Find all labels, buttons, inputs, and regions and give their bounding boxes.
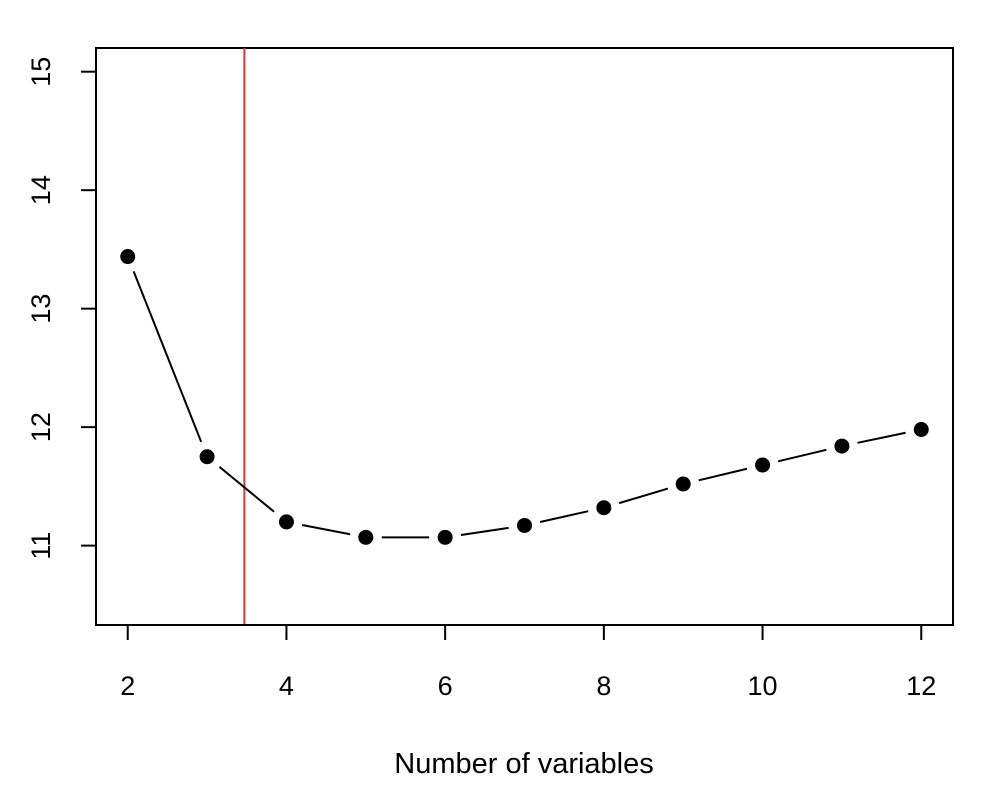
data-points-layer	[120, 249, 929, 545]
y-tick-label: 15	[26, 57, 56, 87]
data-point	[596, 500, 612, 516]
data-point	[675, 476, 691, 492]
y-tick-label: 12	[26, 412, 56, 442]
data-point	[358, 529, 374, 545]
y-tick-label: 14	[26, 175, 56, 205]
x-axis-title: Number of variables	[394, 748, 654, 780]
series-line-segment	[460, 526, 509, 536]
y-tick-label: 11	[26, 532, 56, 560]
series-line-layer	[132, 271, 906, 539]
series-line-segment	[698, 467, 748, 482]
series-line-segment	[777, 448, 827, 463]
data-point	[834, 438, 850, 454]
y-tick-label: 13	[26, 294, 56, 324]
series-line-segment	[132, 271, 203, 443]
series-line-segment	[301, 523, 351, 536]
series-line-segment	[618, 487, 669, 505]
data-point	[913, 422, 929, 438]
x-axis: 2 4 6 8 10 12	[120, 624, 936, 701]
x-tick-label: 6	[438, 671, 453, 701]
x-tick-label: 10	[748, 671, 778, 701]
x-tick-label: 12	[906, 671, 936, 701]
plot-frame	[95, 47, 954, 626]
data-point	[278, 514, 294, 530]
x-tick-label: 4	[279, 671, 294, 701]
series-line-segment	[857, 431, 906, 444]
x-tick-label: 2	[120, 671, 135, 701]
data-point	[517, 517, 532, 533]
data-point	[199, 449, 215, 465]
x-tick-label: 8	[596, 671, 611, 701]
data-point	[437, 529, 453, 545]
series-line-segment	[218, 466, 275, 513]
data-point	[120, 249, 136, 265]
y-axis: 11 12 13 14 15	[26, 57, 97, 560]
data-point	[755, 457, 771, 473]
series-line-segment	[539, 510, 589, 523]
